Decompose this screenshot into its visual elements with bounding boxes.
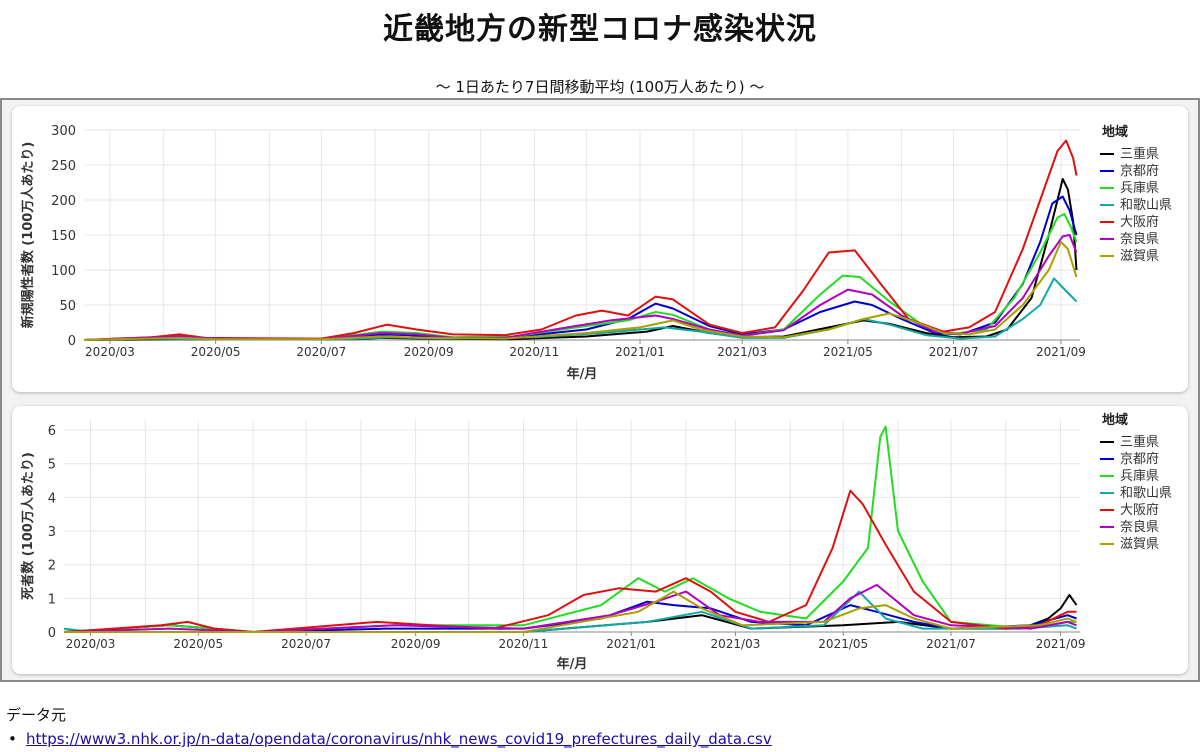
y-axis-label: 新規陽性者数 (100万人あたり) <box>20 142 36 329</box>
x-axis-label: 年/月 <box>567 366 598 382</box>
deaths-chart: 0 1 2 3 4 5 6 2020/03 2020/05 2020/07 2020/09 2020/… <box>20 412 1172 672</box>
x-tick-label: 2020/07 <box>296 345 346 359</box>
legend-label: 京都府 <box>1120 452 1159 467</box>
y-tick-label: 0 <box>48 626 56 641</box>
legend-label: 兵庫県 <box>1120 181 1159 196</box>
x-tick-label: 2021/09 <box>1036 345 1086 359</box>
x-tick-label: 2021/01 <box>615 345 665 359</box>
legend-label: 和歌山県 <box>1120 486 1172 501</box>
series-lines <box>63 425 1078 633</box>
series-line-大阪府 <box>63 489 1077 633</box>
y-tick-label: 3 <box>48 525 56 540</box>
new-cases-panel: 0 50 100 150 200 250 300 2020/03 2020/05 2020/07 2… <box>12 106 1188 392</box>
y-tick-label: 250 <box>51 159 76 174</box>
x-tick-label: 2020/11 <box>498 637 548 651</box>
series-line-奈良県 <box>63 583 1077 633</box>
charts-frame: 0 50 100 150 200 250 300 2020/03 2020/05 2020/07 2… <box>0 98 1200 682</box>
x-tick-label: 2021/07 <box>929 345 979 359</box>
source-label: データ元 <box>6 706 67 724</box>
y-tick-label: 5 <box>48 458 56 473</box>
y-tick-label: 2 <box>48 559 56 574</box>
series-lines <box>83 139 1078 341</box>
legend-label: 奈良県 <box>1120 231 1159 247</box>
legend-label: 三重県 <box>1120 434 1159 450</box>
legend-label: 大阪府 <box>1120 503 1159 518</box>
new-cases-chart: 0 50 100 150 200 250 300 2020/03 2020/05 2020/07 2… <box>20 124 1172 382</box>
legend-title: 地域 <box>1102 124 1128 140</box>
x-tick-label: 2020/09 <box>391 637 441 651</box>
x-tick-label: 2021/09 <box>1036 637 1086 651</box>
y-tick-label: 150 <box>51 229 76 244</box>
legend-label: 大阪府 <box>1120 215 1159 230</box>
legend-title: 地域 <box>1102 412 1128 428</box>
legend-label: 滋賀県 <box>1120 537 1159 552</box>
legend-label: 兵庫県 <box>1120 469 1159 484</box>
source-link[interactable]: https://www3.nhk.or.jp/n-data/opendata/c… <box>26 730 772 748</box>
x-tick-label: 2020/03 <box>85 345 135 359</box>
y-tick-label: 50 <box>59 299 76 314</box>
x-tick-label: 2021/03 <box>711 637 761 651</box>
series-line-滋賀県 <box>83 241 1078 341</box>
source-list-item: https://www3.nhk.or.jp/n-data/opendata/c… <box>8 730 772 748</box>
x-tick-label: 2020/09 <box>404 345 454 359</box>
x-tick-label: 2021/05 <box>823 345 873 359</box>
legend-label: 滋賀県 <box>1120 249 1159 264</box>
plot-area <box>64 420 1080 632</box>
x-tick-label: 2021/07 <box>926 637 976 651</box>
y-tick-label: 100 <box>51 264 76 279</box>
page-title: 近畿地方の新型コロナ感染状況 <box>383 12 817 47</box>
legend-label: 京都府 <box>1120 164 1159 179</box>
series-line-大阪府 <box>83 139 1078 341</box>
x-tick-label: 2020/03 <box>66 637 116 651</box>
legend-label: 和歌山県 <box>1120 198 1172 213</box>
x-tick-label: 2021/03 <box>717 345 767 359</box>
page-subtitle: 〜 1日あたり7日間移動平均 (100万人あたり) 〜 <box>435 78 765 96</box>
x-axis-label: 年/月 <box>557 656 588 672</box>
y-tick-label: 6 <box>48 424 56 439</box>
y-tick-label: 0 <box>68 334 76 349</box>
x-tick-label: 2020/07 <box>281 637 331 651</box>
x-tick-label: 2021/05 <box>818 637 868 651</box>
y-tick-label: 300 <box>51 124 76 139</box>
legend-label: 三重県 <box>1120 146 1159 162</box>
series-line-滋賀県 <box>64 590 1077 633</box>
x-tick-label: 2020/05 <box>191 345 241 359</box>
deaths-panel: 0 1 2 3 4 5 6 2020/03 2020/05 2020/07 2020/09 2020/… <box>12 406 1188 674</box>
y-tick-label: 4 <box>48 491 56 506</box>
y-tick-label: 200 <box>51 194 76 209</box>
x-tick-label: 2020/05 <box>173 637 223 651</box>
source-list: https://www3.nhk.or.jp/n-data/opendata/c… <box>8 730 772 748</box>
y-tick-label: 1 <box>48 592 56 607</box>
legend-label: 奈良県 <box>1120 519 1159 535</box>
x-tick-label: 2020/11 <box>509 345 559 359</box>
y-axis-label: 死者数 (100万人あたり) <box>20 452 36 600</box>
x-tick-label: 2021/01 <box>606 637 656 651</box>
